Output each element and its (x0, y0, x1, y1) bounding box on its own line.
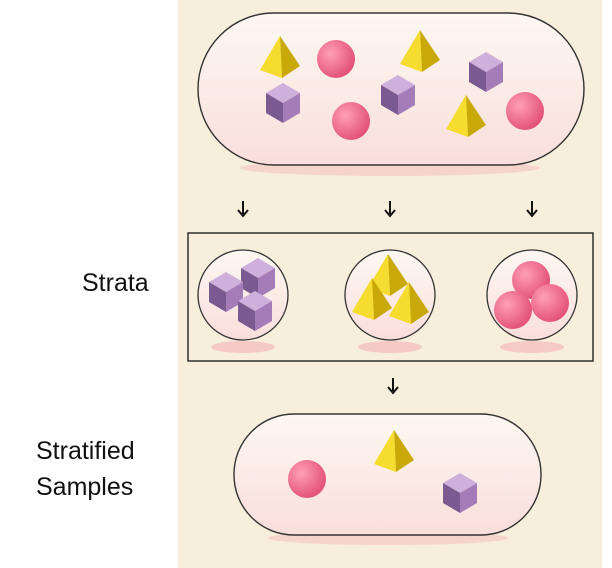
strata-label: Strata (82, 269, 149, 297)
stratum-pyramids (344, 249, 436, 353)
stratified-label-line1: Stratified (36, 437, 135, 465)
sample-capsule (233, 413, 542, 545)
sphere-icon (531, 284, 569, 322)
stratum-spheres (486, 249, 578, 353)
sphere-icon (506, 92, 544, 130)
population-capsule (197, 12, 585, 176)
sphere-icon (332, 102, 370, 140)
down-arrow-icon (384, 200, 396, 217)
down-arrow-icon (387, 377, 399, 394)
sphere-icon (494, 291, 532, 329)
strata-box (187, 232, 594, 362)
stratified-samples-label: Stratified Samples (36, 433, 186, 505)
down-arrow-icon (526, 200, 538, 217)
down-arrow-icon (237, 200, 249, 217)
stratified-label-line2: Samples (36, 473, 134, 501)
sphere-icon (317, 40, 355, 78)
stratum-cubes (197, 249, 289, 353)
sphere-icon (288, 460, 326, 498)
